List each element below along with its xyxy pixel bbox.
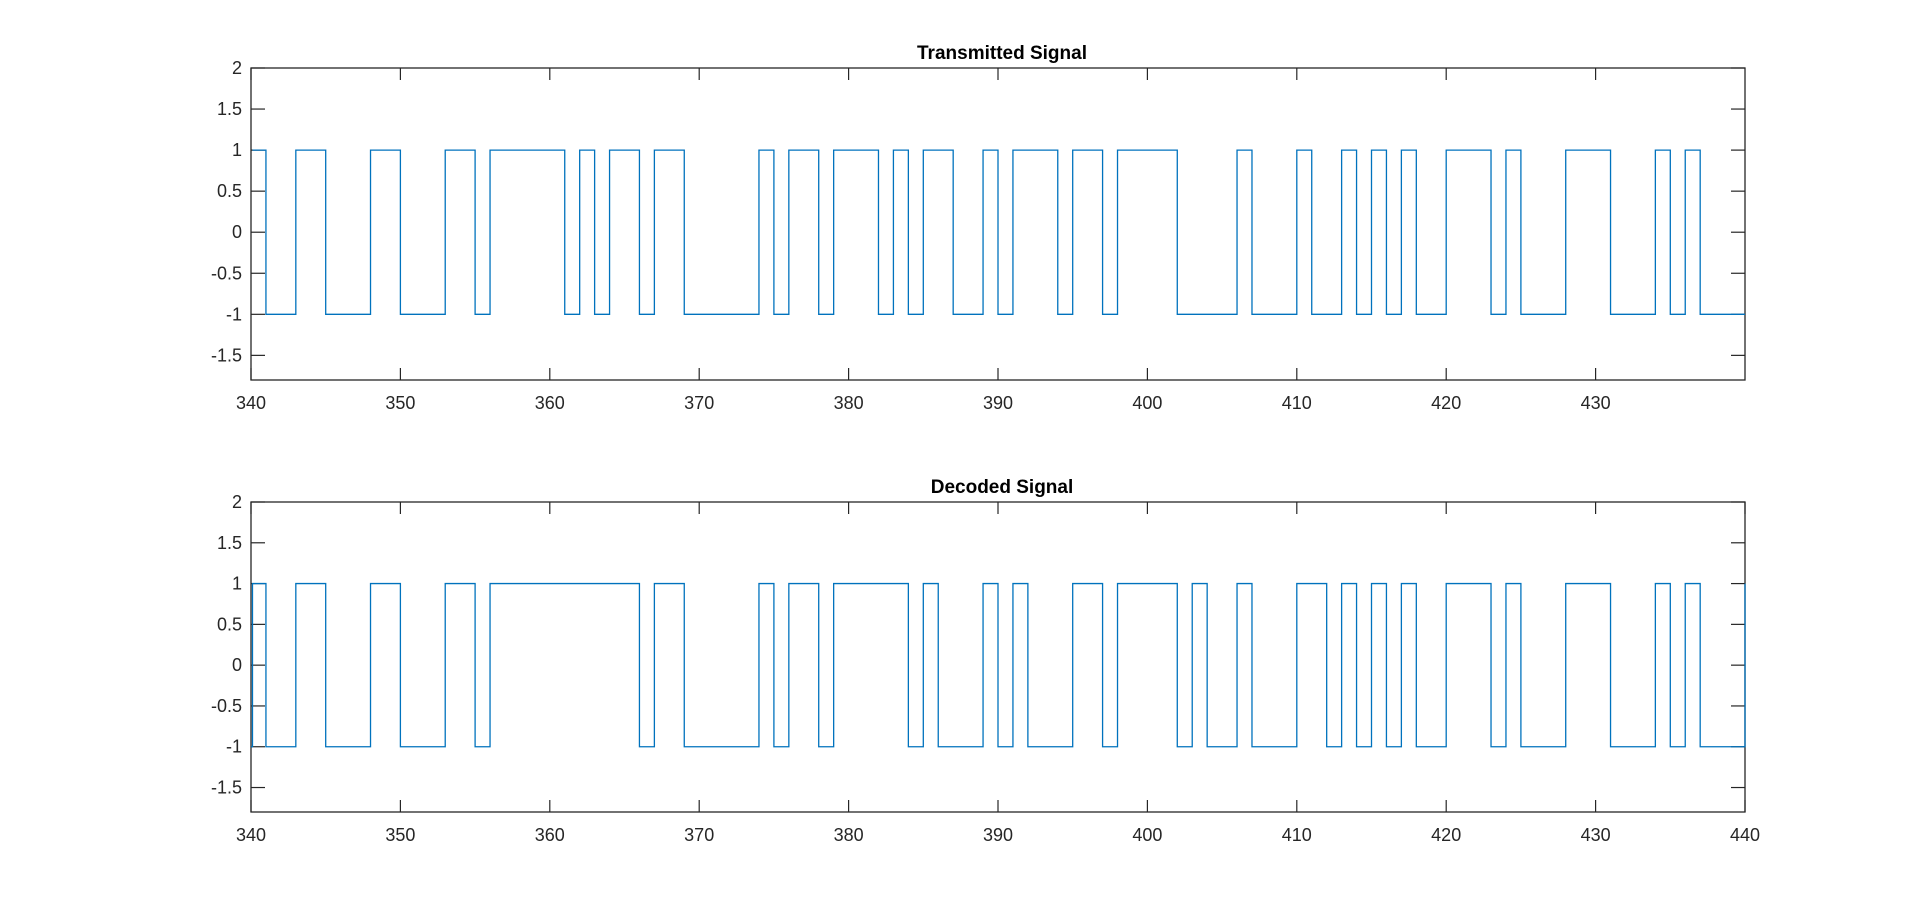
decoded-signal-ytick-label: -1.5 <box>211 778 242 798</box>
transmitted-signal-xtick-label: 340 <box>236 393 266 413</box>
decoded-signal-xtick-label: 410 <box>1282 825 1312 845</box>
decoded-signal-ytick-label: -0.5 <box>211 696 242 716</box>
decoded-signal-xtick-label: 360 <box>535 825 565 845</box>
decoded-signal-xtick-label: 420 <box>1431 825 1461 845</box>
transmitted-signal-marks: 340 350 360 370 380 390 400 410 420 430 2 1.5 1 0.5 0 -… <box>211 58 1746 413</box>
decoded-signal-axes: Decoded Signal 340 350 360 370 380 390 400 410 4… <box>211 477 1760 845</box>
transmitted-signal-ytick-label: 1.5 <box>217 99 242 119</box>
transmitted-signal-xtick-label: 410 <box>1282 393 1312 413</box>
transmitted-signal-xtick-label: 400 <box>1132 393 1162 413</box>
transmitted-signal-title: Transmitted Signal <box>917 43 1087 64</box>
transmitted-signal-ytick-label: 2 <box>232 58 242 78</box>
decoded-signal-marks: 340 350 360 370 380 390 400 410 420 430 440 2 1.5 1 0.… <box>211 492 1760 845</box>
transmitted-signal-xtick-label: 390 <box>983 393 1013 413</box>
decoded-signal-xtick-label: 340 <box>236 825 266 845</box>
transmitted-signal-xtick-label: 360 <box>535 393 565 413</box>
transmitted-signal-ytick-label: 0 <box>232 222 242 242</box>
transmitted-signal-ytick-label: -0.5 <box>211 263 242 283</box>
decoded-signal-xtick-label: 400 <box>1132 825 1162 845</box>
transmitted-signal-axes: Transmitted Signal 340 350 360 370 380 390 400… <box>211 43 1746 413</box>
transmitted-signal-ytick-label: -1.5 <box>211 345 242 365</box>
decoded-signal-xtick-label: 390 <box>983 825 1013 845</box>
decoded-signal-ytick-label: 1.5 <box>217 533 242 553</box>
transmitted-signal-xtick-label: 350 <box>385 393 415 413</box>
transmitted-signal-xtick-label: 380 <box>834 393 864 413</box>
decoded-signal-ytick-label: 0.5 <box>217 614 242 634</box>
transmitted-signal-xtick-label: 420 <box>1431 393 1461 413</box>
decoded-signal-xtick-label: 380 <box>834 825 864 845</box>
decoded-signal-title: Decoded Signal <box>931 477 1074 498</box>
decoded-signal-ytick-label: 0 <box>232 655 242 675</box>
transmitted-signal-xtick-label: 370 <box>684 393 714 413</box>
transmitted-signal-series-line <box>252 149 1745 315</box>
transmitted-signal-ytick-label: 0.5 <box>217 181 242 201</box>
decoded-signal-xtick-label: 440 <box>1730 825 1760 845</box>
transmitted-signal-ytick-label: -1 <box>226 304 242 324</box>
decoded-signal-ytick-label: 1 <box>232 574 242 594</box>
decoded-signal-xtick-label: 350 <box>385 825 415 845</box>
decoded-signal-ytick-label: -1 <box>226 737 242 757</box>
transmitted-signal-ytick-label: 1 <box>232 140 242 160</box>
decoded-signal-xtick-label: 370 <box>684 825 714 845</box>
decoded-signal-series-line <box>251 582 1746 748</box>
decoded-signal-xtick-label: 430 <box>1581 825 1611 845</box>
decoded-signal-ytick-label: 2 <box>232 492 242 512</box>
transmitted-signal-xtick-label: 430 <box>1581 393 1611 413</box>
